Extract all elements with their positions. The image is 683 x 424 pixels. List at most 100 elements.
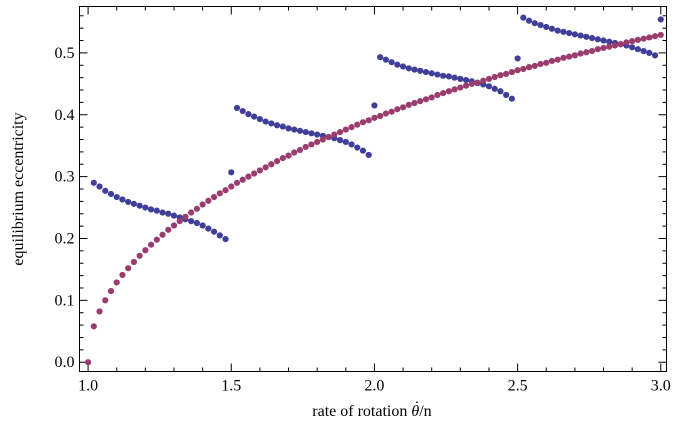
data-point bbox=[319, 136, 326, 143]
data-point bbox=[434, 91, 441, 99]
data-point bbox=[233, 104, 241, 112]
x-tick-label: 2.5 bbox=[508, 378, 528, 395]
data-point bbox=[210, 193, 218, 201]
data-point bbox=[113, 193, 120, 201]
data-point bbox=[342, 126, 349, 133]
data-point bbox=[594, 36, 601, 43]
data-point bbox=[296, 146, 304, 154]
data-point bbox=[594, 46, 601, 53]
data-point bbox=[199, 222, 206, 229]
data-point bbox=[571, 31, 578, 38]
data-point bbox=[525, 64, 533, 71]
data-point bbox=[583, 49, 590, 56]
data-point bbox=[531, 20, 538, 27]
data-point bbox=[302, 143, 309, 151]
data-point bbox=[468, 80, 475, 87]
data-point bbox=[314, 138, 321, 146]
data-point bbox=[554, 27, 561, 34]
data-point bbox=[165, 226, 172, 233]
axis-ticks bbox=[79, 6, 667, 372]
data-point bbox=[125, 265, 132, 272]
data-point bbox=[588, 34, 596, 42]
data-point bbox=[365, 117, 372, 124]
data-point bbox=[256, 167, 263, 174]
x-tick-label: 2.0 bbox=[364, 378, 384, 395]
data-point bbox=[245, 111, 252, 118]
data-point bbox=[428, 70, 435, 77]
data-point bbox=[405, 65, 412, 72]
data-point bbox=[251, 113, 258, 120]
data-point bbox=[245, 173, 252, 180]
data-point bbox=[606, 38, 613, 45]
data-point bbox=[256, 115, 263, 123]
data-point bbox=[147, 241, 155, 248]
y-tick-label: 0.4 bbox=[55, 107, 75, 124]
x-tick-label: 1.0 bbox=[78, 378, 98, 395]
data-point bbox=[336, 137, 344, 144]
data-point bbox=[462, 82, 470, 89]
x-axis-label-dot: ˙ bbox=[414, 399, 419, 416]
data-point bbox=[228, 183, 235, 190]
data-point bbox=[440, 90, 447, 97]
data-point bbox=[107, 287, 115, 295]
data-point bbox=[588, 47, 596, 55]
data-point bbox=[485, 83, 493, 90]
data-point bbox=[354, 144, 361, 151]
data-point bbox=[262, 164, 269, 171]
data-point bbox=[491, 85, 498, 92]
data-point bbox=[457, 75, 464, 82]
data-point bbox=[222, 236, 229, 243]
data-point bbox=[348, 124, 355, 131]
data-point bbox=[634, 36, 641, 44]
data-point bbox=[222, 187, 229, 194]
data-point bbox=[520, 65, 527, 73]
data-point bbox=[296, 127, 304, 134]
data-point bbox=[96, 183, 103, 190]
data-point bbox=[228, 169, 235, 176]
data-point bbox=[548, 57, 556, 65]
data-point bbox=[417, 67, 424, 74]
y-tick-label: 0.3 bbox=[55, 169, 75, 186]
data-point bbox=[193, 205, 200, 212]
data-point bbox=[102, 187, 109, 194]
data-point bbox=[159, 231, 166, 238]
data-point bbox=[405, 101, 412, 108]
data-point bbox=[314, 131, 321, 138]
data-point bbox=[205, 225, 212, 232]
data-point bbox=[451, 86, 458, 93]
data-point bbox=[560, 28, 567, 35]
data-point bbox=[394, 106, 401, 113]
data-point bbox=[210, 228, 218, 235]
data-point bbox=[634, 46, 641, 53]
data-point bbox=[102, 297, 109, 304]
data-point bbox=[382, 56, 389, 63]
data-point bbox=[577, 50, 584, 57]
data-point bbox=[394, 61, 401, 68]
y-tick-label: 0.0 bbox=[55, 354, 75, 371]
y-tick-label: 0.1 bbox=[55, 292, 75, 309]
data-point bbox=[125, 198, 132, 206]
data-point bbox=[485, 75, 493, 82]
data-point bbox=[629, 38, 636, 45]
x-axis-label: rate of rotation θ/n bbox=[312, 403, 431, 420]
data-point bbox=[422, 96, 430, 103]
data-point bbox=[480, 77, 487, 84]
data-point bbox=[514, 67, 521, 74]
data-point bbox=[113, 279, 120, 286]
data-point bbox=[388, 59, 395, 66]
data-point bbox=[142, 247, 149, 254]
data-point bbox=[291, 149, 298, 156]
data-point bbox=[560, 54, 567, 61]
series-2 bbox=[84, 31, 664, 366]
data-point bbox=[291, 126, 298, 133]
data-point bbox=[377, 112, 384, 120]
data-point bbox=[399, 104, 407, 111]
data-point bbox=[205, 197, 212, 204]
data-point bbox=[233, 179, 241, 186]
data-point bbox=[566, 30, 573, 37]
data-point bbox=[520, 14, 527, 21]
data-point bbox=[302, 128, 309, 136]
data-point bbox=[623, 39, 630, 46]
data-point bbox=[262, 118, 269, 125]
data-point bbox=[96, 308, 103, 315]
